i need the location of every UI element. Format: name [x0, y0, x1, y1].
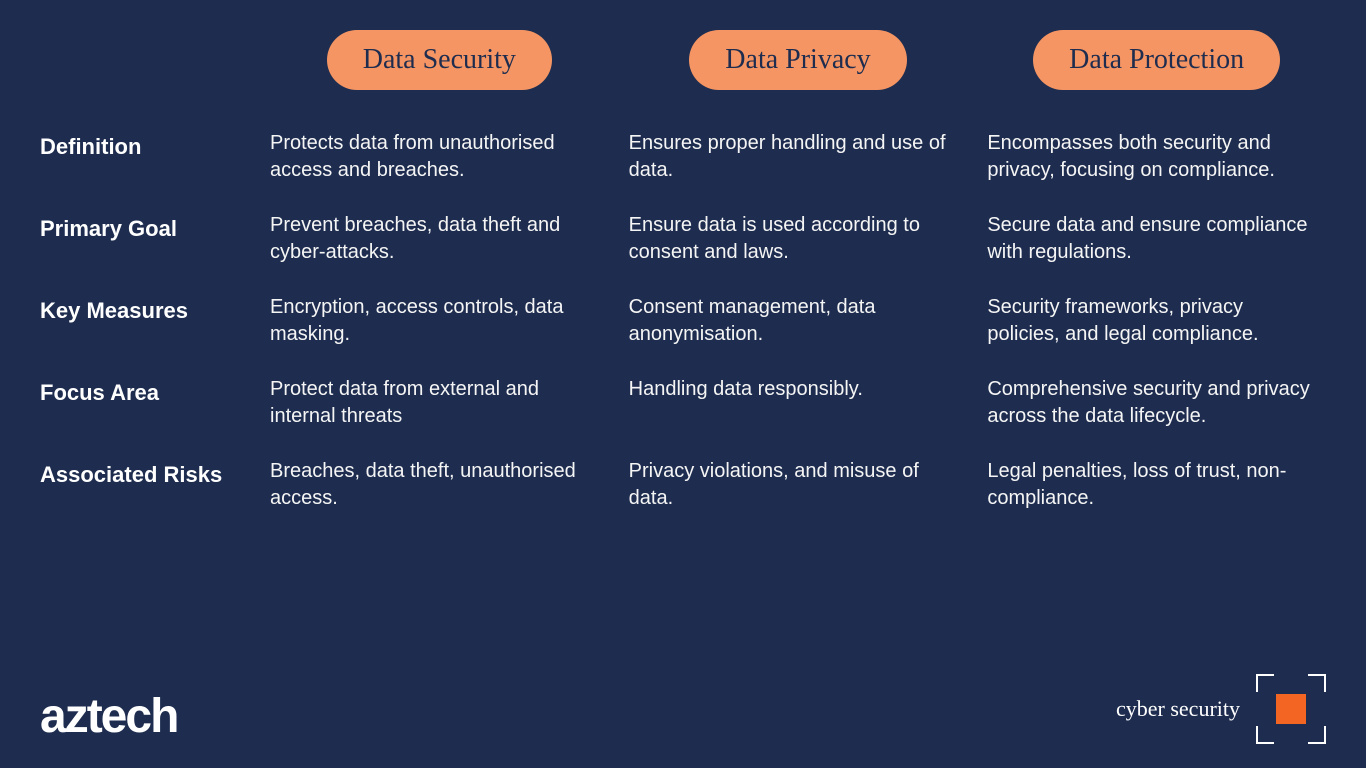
spacer: [270, 184, 609, 212]
spacer: [987, 348, 1326, 376]
spacer: [987, 90, 1326, 130]
spacer: [270, 348, 609, 376]
table-cell: Breaches, data theft, unauthorised acces…: [270, 458, 609, 512]
spacer: [629, 184, 968, 212]
table-cell: Protects data from unauthorised access a…: [270, 130, 609, 184]
spacer: [629, 430, 968, 458]
spacer: [987, 266, 1326, 294]
column-pill-security: Data Security: [327, 30, 552, 90]
header-spacer: [40, 30, 250, 90]
spacer: [987, 184, 1326, 212]
spacer: [270, 90, 609, 130]
spacer: [629, 266, 968, 294]
spacer: [40, 184, 250, 212]
brand-logo: aztech: [40, 689, 177, 744]
row-label: Definition: [40, 130, 250, 184]
cyber-security-label: cyber security: [1116, 696, 1240, 722]
table-cell: Comprehensive security and privacy acros…: [987, 376, 1326, 430]
row-label: Key Measures: [40, 294, 250, 348]
spacer: [270, 266, 609, 294]
spacer: [629, 348, 968, 376]
column-header-protection: Data Protection: [987, 30, 1326, 90]
table-cell: Privacy violations, and misuse of data.: [629, 458, 968, 512]
table-cell: Encryption, access controls, data maskin…: [270, 294, 609, 348]
cyber-security-badge: cyber security: [1116, 674, 1326, 744]
column-header-privacy: Data Privacy: [629, 30, 968, 90]
table-cell: Ensures proper handling and use of data.: [629, 130, 968, 184]
table-cell: Security frameworks, privacy policies, a…: [987, 294, 1326, 348]
spacer: [629, 90, 968, 130]
table-cell: Encompasses both security and privacy, f…: [987, 130, 1326, 184]
spacer: [987, 430, 1326, 458]
table-cell: Handling data responsibly.: [629, 376, 968, 430]
column-header-security: Data Security: [270, 30, 609, 90]
spacer: [270, 430, 609, 458]
column-pill-privacy: Data Privacy: [689, 30, 906, 90]
table-cell: Legal penalties, loss of trust, non-comp…: [987, 458, 1326, 512]
table-cell: Secure data and ensure compliance with r…: [987, 212, 1326, 266]
comparison-table: Data Security Data Privacy Data Protection…: [0, 0, 1366, 512]
row-label: Primary Goal: [40, 212, 250, 266]
table-cell: Protect data from external and internal …: [270, 376, 609, 430]
table-cell: Ensure data is used according to consent…: [629, 212, 968, 266]
column-pill-protection: Data Protection: [1033, 30, 1280, 90]
table-cell: Prevent breaches, data theft and cyber-a…: [270, 212, 609, 266]
spacer: [40, 348, 250, 376]
footer: aztech cyber security: [40, 674, 1326, 744]
row-label: Associated Risks: [40, 458, 250, 512]
spacer: [40, 90, 250, 130]
focus-square-icon: [1256, 674, 1326, 744]
row-label: Focus Area: [40, 376, 250, 430]
spacer: [40, 430, 250, 458]
table-cell: Consent management, data anonymisation.: [629, 294, 968, 348]
spacer: [40, 266, 250, 294]
